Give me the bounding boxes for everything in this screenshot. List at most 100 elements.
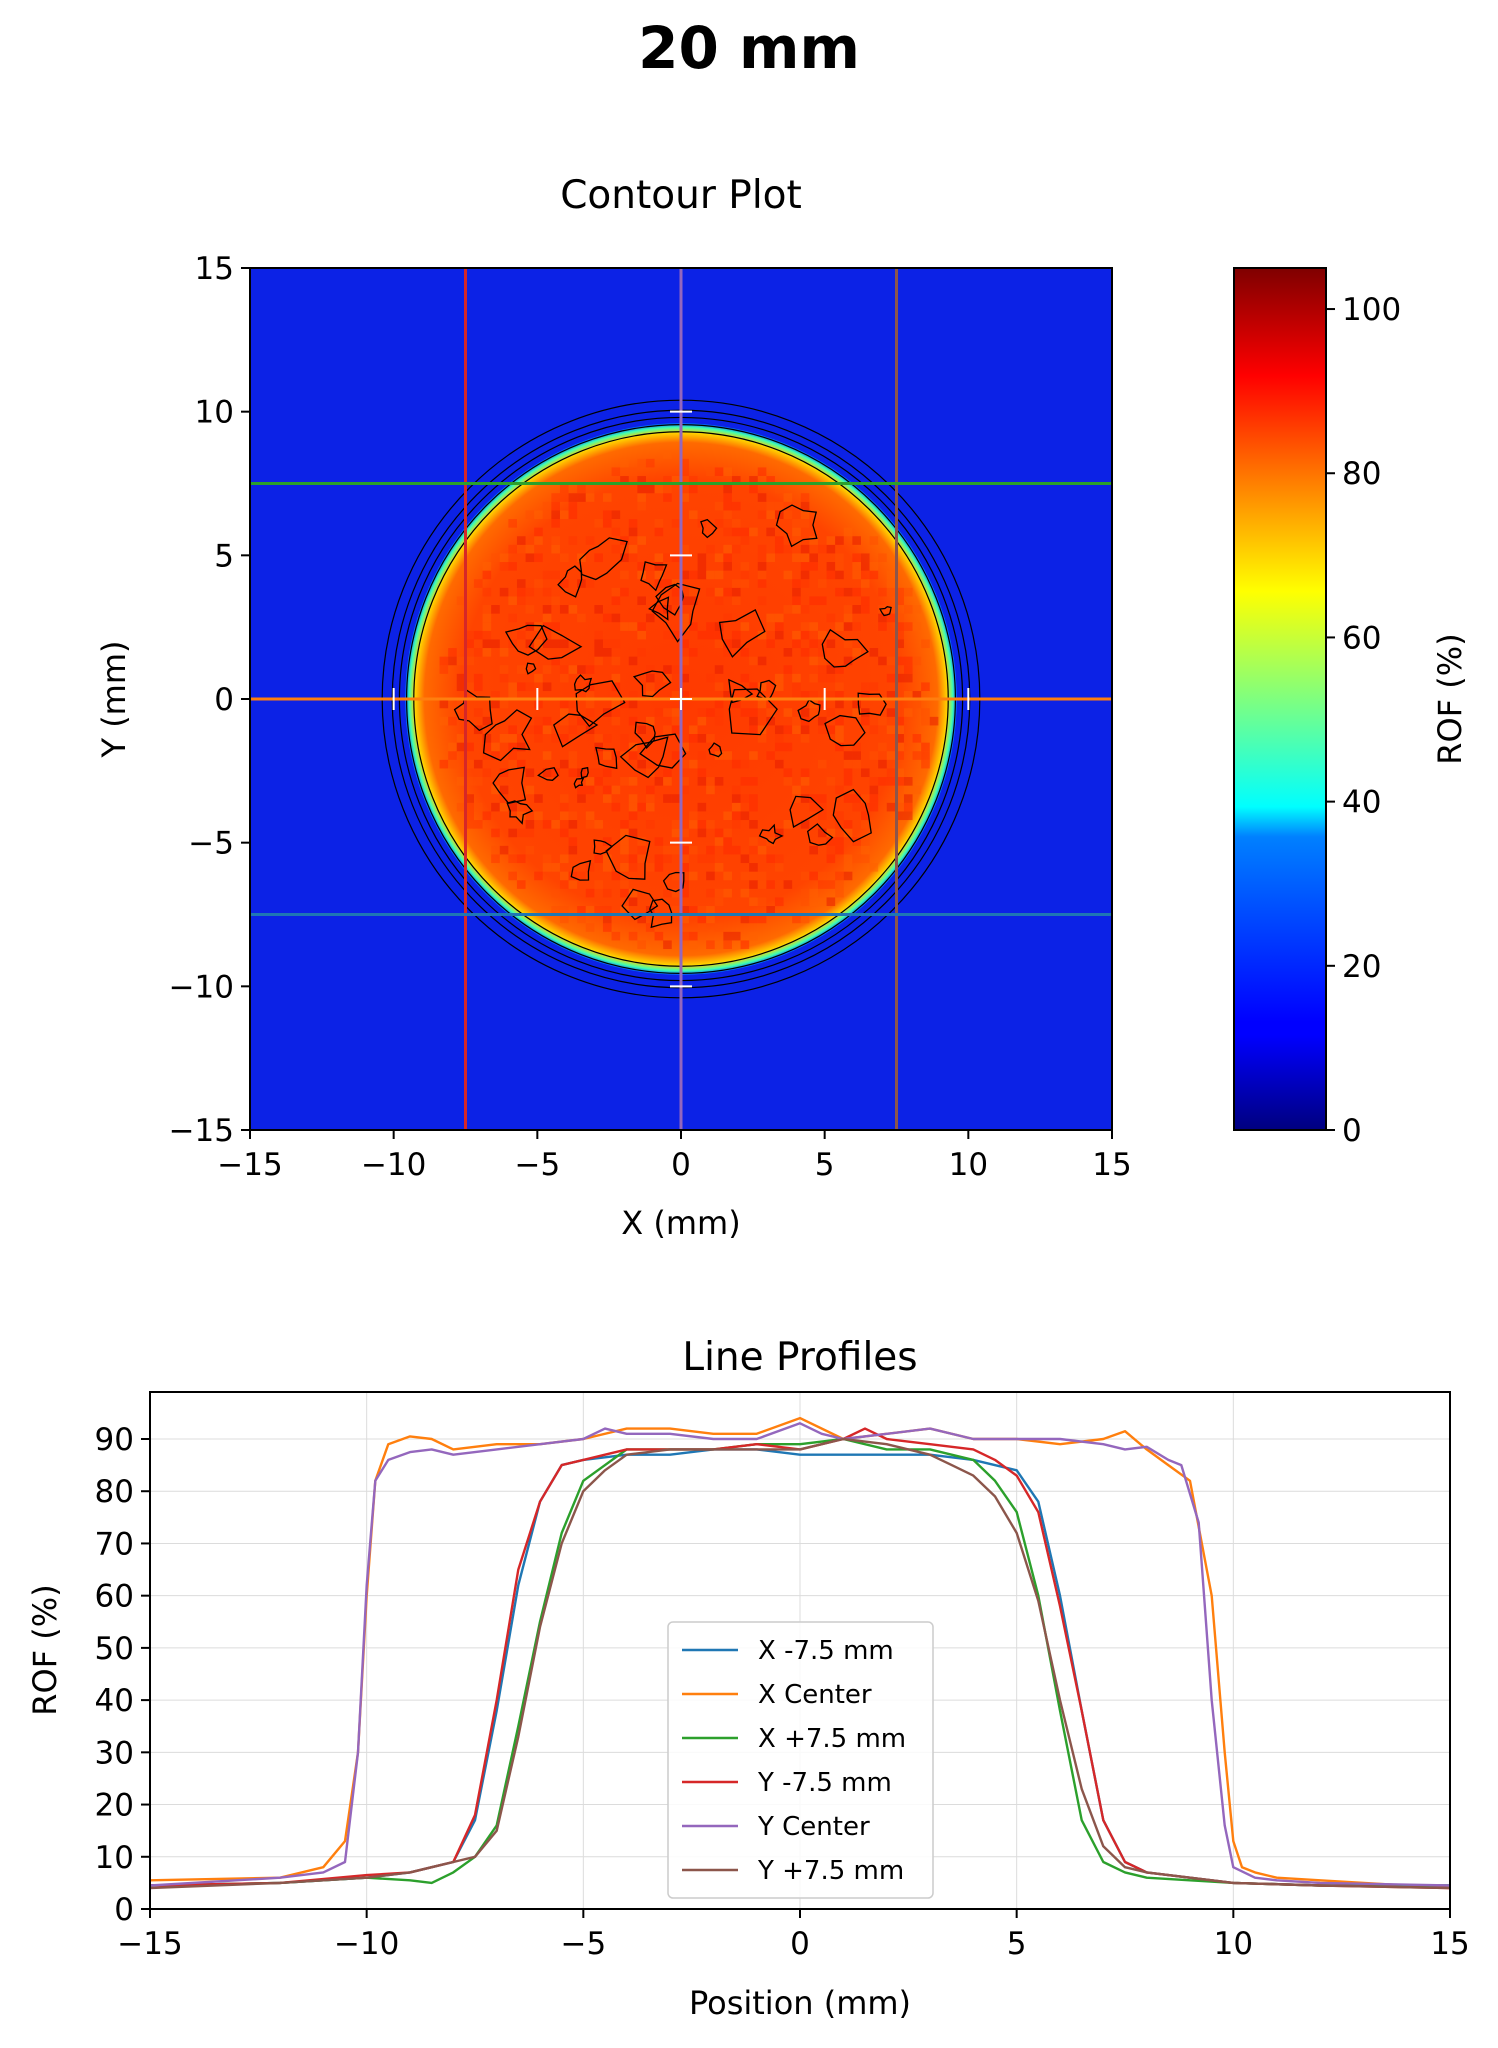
field-speckle xyxy=(439,665,449,674)
field-speckle xyxy=(731,501,741,511)
field-speckle xyxy=(628,888,638,898)
field-speckle xyxy=(792,725,801,735)
field-speckle xyxy=(585,484,595,494)
field-speckle xyxy=(654,708,664,717)
field-speckle xyxy=(757,467,767,477)
field-speckle xyxy=(439,716,449,726)
field-speckle xyxy=(697,906,707,915)
field-speckle xyxy=(542,854,552,864)
field-speckle xyxy=(757,562,767,571)
field-speckle xyxy=(706,906,715,915)
contour-island xyxy=(605,834,651,880)
field-speckle xyxy=(508,691,517,700)
field-speckle xyxy=(602,794,612,803)
field-speckle xyxy=(482,613,492,623)
field-speckle xyxy=(723,940,732,950)
field-speckle xyxy=(895,656,904,666)
field-speckle xyxy=(448,648,457,657)
field-speckle xyxy=(568,699,578,709)
field-speckle xyxy=(654,484,664,494)
field-speckle xyxy=(448,759,457,769)
field-speckle xyxy=(525,682,535,692)
field-speckle xyxy=(456,673,466,683)
field-speckle xyxy=(577,914,586,924)
field-speckle xyxy=(577,871,586,881)
field-speckle xyxy=(809,845,818,855)
field-speckle xyxy=(766,476,775,485)
field-speckle xyxy=(637,493,646,502)
field-speckle xyxy=(800,794,810,803)
field-speckle xyxy=(688,845,698,855)
field-speckle xyxy=(809,536,818,545)
field-speckle xyxy=(835,682,844,692)
field-speckle xyxy=(671,596,681,606)
field-speckle xyxy=(723,484,732,494)
field-speckle xyxy=(585,785,595,795)
field-speckle xyxy=(731,527,741,537)
field-speckle xyxy=(508,596,517,606)
field-speckle xyxy=(714,630,724,640)
colorbar-label: ROF (%) xyxy=(1431,633,1469,764)
field-speckle xyxy=(568,536,578,545)
field-speckle xyxy=(800,648,810,657)
field-speckle xyxy=(723,553,732,563)
field-speckle xyxy=(465,630,474,640)
field-speckle xyxy=(559,802,569,812)
contour-island xyxy=(634,721,656,749)
field-speckle xyxy=(697,777,707,786)
contour-island xyxy=(857,692,887,716)
field-speckle xyxy=(766,553,775,563)
field-speckle xyxy=(611,596,621,606)
contour-island xyxy=(700,518,718,539)
field-speckle xyxy=(499,785,509,795)
field-speckle xyxy=(508,802,517,812)
field-speckle xyxy=(654,553,664,563)
field-speckle xyxy=(697,914,707,924)
y-tick-label: 30 xyxy=(95,1735,134,1771)
field-speckle xyxy=(611,716,621,726)
field-speckle xyxy=(886,613,896,623)
field-speckle xyxy=(740,708,750,717)
field-speckle xyxy=(499,673,509,683)
profiles-y-axis: 0 10 20 30 40 50 60 70 80 90 xyxy=(95,1422,150,1928)
field-speckle xyxy=(835,562,844,571)
contour-island xyxy=(832,788,872,843)
field-speckle xyxy=(766,880,775,889)
field-speckle xyxy=(534,794,543,803)
field-speckle xyxy=(551,544,560,554)
field-speckle xyxy=(903,656,913,666)
field-speckle xyxy=(534,536,543,545)
field-speckle xyxy=(482,768,492,778)
field-speckle xyxy=(852,708,861,717)
field-speckle xyxy=(714,553,724,563)
field-speckle xyxy=(740,527,750,537)
field-speckle xyxy=(852,759,861,769)
field-speckle xyxy=(508,759,517,769)
field-speckle xyxy=(774,622,784,631)
field-speckle xyxy=(774,759,784,769)
field-speckle xyxy=(706,467,715,477)
field-speckle xyxy=(886,699,896,709)
field-speckle xyxy=(559,708,569,717)
field-speckle xyxy=(860,570,870,580)
field-speckle xyxy=(895,630,904,640)
field-speckle xyxy=(714,587,724,597)
field-speckle xyxy=(473,673,483,683)
field-speckle xyxy=(559,553,569,563)
field-speckle xyxy=(611,587,621,597)
field-speckle xyxy=(585,708,595,717)
field-speckle xyxy=(568,768,578,778)
field-speckle xyxy=(465,742,474,752)
field-speckle xyxy=(559,759,569,769)
field-speckle xyxy=(800,570,810,580)
field-speckle xyxy=(688,940,698,950)
field-speckle xyxy=(826,613,836,623)
field-speckle xyxy=(740,648,750,657)
field-speckle xyxy=(602,768,612,778)
field-speckle xyxy=(783,648,793,657)
field-speckle xyxy=(577,665,586,674)
field-speckle xyxy=(508,544,517,554)
field-speckle xyxy=(706,888,715,898)
field-speckle xyxy=(439,759,449,769)
field-speckle xyxy=(886,708,896,717)
